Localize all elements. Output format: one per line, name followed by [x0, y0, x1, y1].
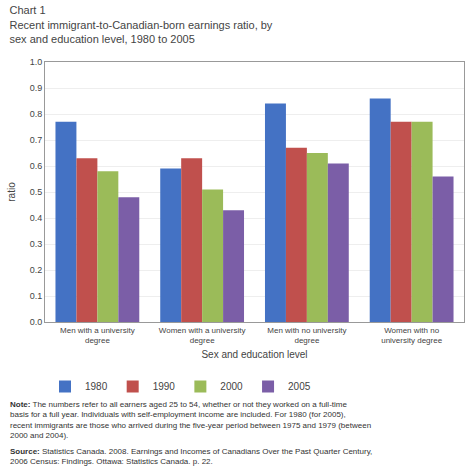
svg-text:1980: 1980 [85, 381, 108, 392]
svg-text:1990: 1990 [153, 381, 176, 392]
svg-text:0.4: 0.4 [30, 213, 43, 223]
svg-text:0.7: 0.7 [30, 135, 43, 145]
svg-text:Men with a universitydegree: Men with a universitydegree [60, 326, 135, 345]
svg-text:2000: 2000 [220, 381, 243, 392]
svg-text:0.0: 0.0 [30, 317, 43, 327]
svg-text:Sex and education level: Sex and education level [201, 349, 307, 360]
svg-text:0.6: 0.6 [30, 161, 43, 171]
svg-text:0.2: 0.2 [30, 265, 43, 275]
svg-text:Men with no universitydegree: Men with no universitydegree [267, 326, 346, 345]
svg-text:2005: 2005 [288, 381, 311, 392]
svg-text:0.8: 0.8 [30, 109, 43, 119]
svg-text:0.9: 0.9 [30, 83, 43, 93]
svg-text:Source: Statistics Canada. 200: Source: Statistics Canada. 2008. Earning… [10, 447, 372, 466]
svg-text:1.0: 1.0 [30, 57, 43, 67]
svg-text:0.3: 0.3 [30, 239, 43, 249]
svg-text:Chart 1Recent immigrant-to-Can: Chart 1Recent immigrant-to-Canadian-born… [9, 4, 272, 45]
svg-text:0.1: 0.1 [30, 291, 43, 301]
svg-text:Women with nouniversity degree: Women with nouniversity degree [381, 326, 442, 345]
svg-text:ratio: ratio [6, 182, 17, 202]
svg-text:0.5: 0.5 [30, 187, 43, 197]
svg-text:Note: The numbers refer to all: Note: The numbers refer to all earners a… [10, 400, 371, 440]
svg-text:Women with a universitydegree: Women with a universitydegree [159, 326, 246, 345]
